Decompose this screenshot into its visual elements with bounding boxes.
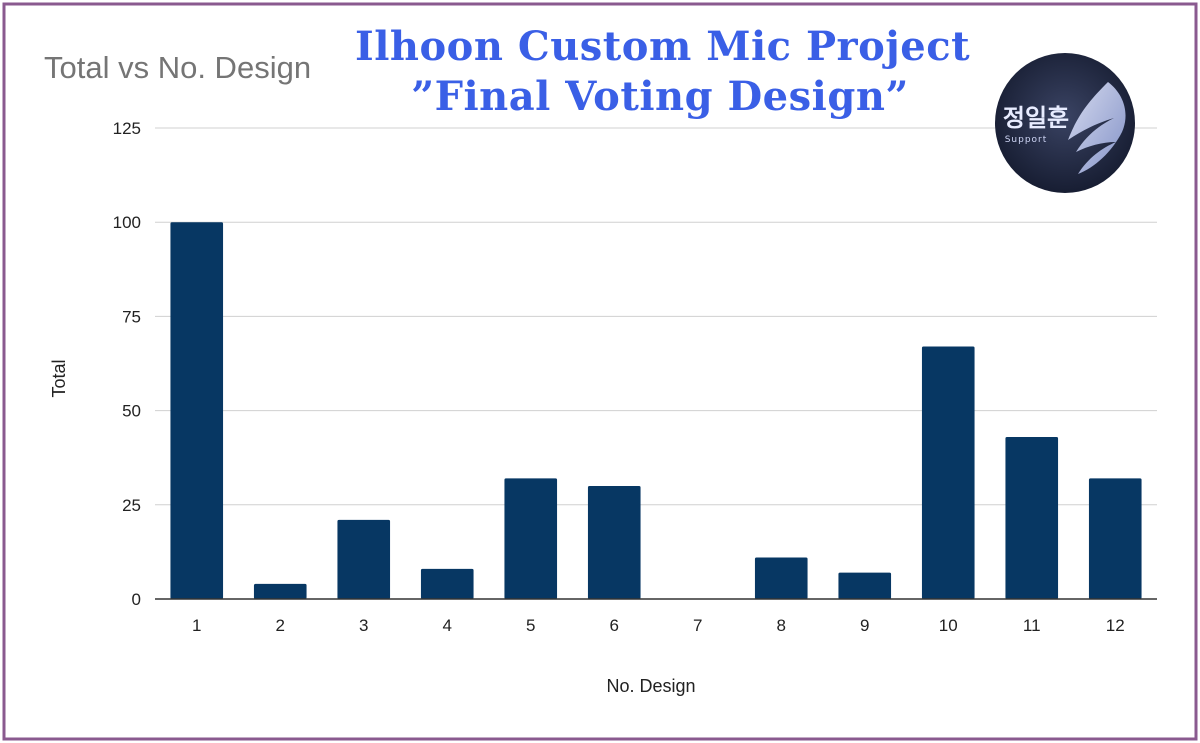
bar-3 [337,519,391,599]
x-tick-label: 2 [276,616,285,635]
logo-text-korean: 정일훈 [1003,104,1069,132]
x-tick-label: 11 [1023,616,1041,635]
x-tick-label: 4 [443,616,452,635]
bars [170,222,1142,599]
bar-10 [921,346,975,599]
logo-text-support: Support [1005,135,1048,145]
bar-4 [420,568,474,599]
project-title-line2: ”Final Voting Design” [411,73,909,120]
x-tick-label: 10 [939,616,958,635]
x-tick-label: 6 [610,616,619,635]
x-tick-label: 9 [860,616,869,635]
x-tick-label: 8 [777,616,786,635]
bar-6 [587,485,641,599]
bar-9 [838,572,892,599]
project-title: Ilhoon Custom Mic Project ”Final Voting … [355,22,971,122]
bar-11 [1005,436,1059,599]
y-tick-label: 125 [113,119,141,138]
y-tick-label: 75 [122,307,141,326]
y-tick-label: 0 [132,590,141,609]
chart-title: Total vs No. Design [44,50,312,85]
bar-2 [253,583,307,599]
bar-8 [754,557,808,599]
support-logo: 정일훈 Support [995,53,1135,193]
y-tick-label: 50 [122,402,141,421]
y-axis-title: Total [49,359,69,397]
bar-5 [504,478,558,599]
x-tick-label: 12 [1106,616,1125,635]
x-tick-label: 3 [359,616,368,635]
bar-12 [1088,478,1142,599]
gridlines [155,127,1157,506]
y-tick-label: 100 [113,213,141,232]
y-tick-label: 25 [122,496,141,515]
project-title-line1: Ilhoon Custom Mic Project [355,23,971,70]
x-tick-label: 1 [192,616,201,635]
x-tick-label: 7 [693,616,702,635]
x-axis-title: No. Design [606,676,695,696]
bar-1 [170,222,224,599]
angel-wing-icon [1068,82,1126,174]
x-tick-label: 5 [526,616,535,635]
